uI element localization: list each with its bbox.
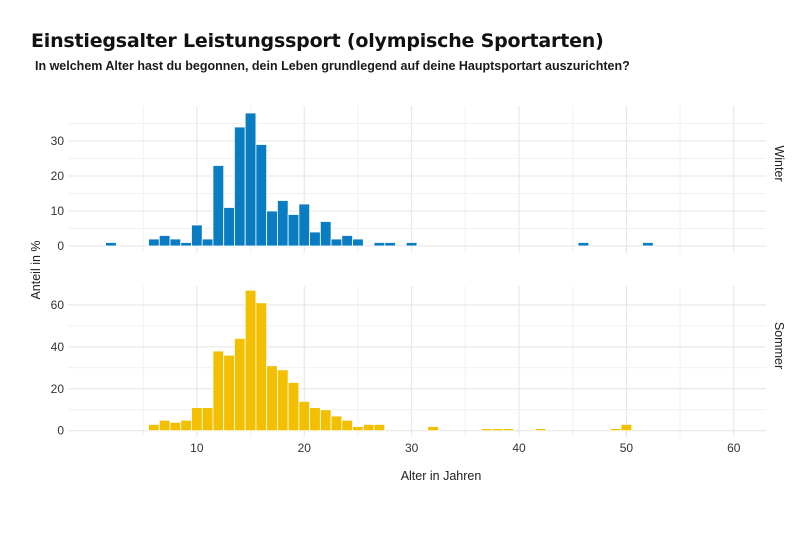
bar-sommer	[266, 365, 278, 432]
y-tick-label: 30	[51, 134, 65, 148]
bar-winter	[223, 207, 235, 247]
y-tick-label: 0	[57, 239, 64, 253]
y-tick-label: 60	[51, 298, 65, 312]
bar-winter	[642, 242, 654, 247]
bar-sommer	[319, 409, 332, 432]
bar-sommer	[481, 428, 493, 432]
bar-winter	[405, 242, 418, 247]
y-tick-label: 20	[51, 169, 65, 183]
y-tick-label: 0	[57, 424, 64, 438]
bar-winter	[148, 238, 160, 247]
x-axis-label: Alter in Jahren	[401, 469, 482, 483]
bar-winter	[287, 214, 300, 247]
bar-sommer	[373, 424, 386, 432]
chart-subtitle: In welchem Alter hast du begonnen, dein …	[35, 59, 630, 73]
bar-winter	[577, 242, 590, 247]
bar-sommer	[491, 428, 504, 432]
x-tick-label: 20	[298, 441, 312, 455]
bar-winter	[105, 242, 117, 247]
bar-sommer	[212, 350, 225, 432]
bar-winter	[266, 210, 278, 247]
bar-winter	[244, 112, 257, 247]
y-tick-label: 40	[51, 340, 65, 354]
y-tick-label: 10	[51, 204, 65, 218]
bar-layer	[105, 112, 654, 432]
bar-winter	[341, 235, 353, 247]
bar-winter	[158, 235, 171, 247]
bar-sommer	[330, 415, 343, 432]
bar-sommer	[244, 289, 257, 432]
bar-winter	[298, 203, 311, 247]
facet-label-sommer: Sommer	[772, 322, 786, 369]
facet-label-winter: Winter	[772, 145, 786, 181]
bar-sommer	[158, 419, 171, 432]
bar-sommer	[534, 428, 547, 432]
x-tick-label: 50	[620, 441, 634, 455]
bar-winter	[255, 144, 268, 247]
x-tick-label: 60	[727, 441, 741, 455]
x-tick-label: 40	[512, 441, 526, 455]
y-axis-label: Anteil in %	[29, 240, 43, 299]
bar-winter	[373, 242, 386, 247]
bar-winter	[330, 238, 343, 247]
bar-sommer	[223, 354, 235, 432]
y-tick-label: 20	[51, 382, 65, 396]
bar-sommer	[362, 424, 375, 432]
bar-sommer	[191, 407, 203, 432]
bar-sommer	[298, 400, 311, 432]
bar-winter	[234, 126, 246, 247]
bar-winter	[201, 238, 214, 247]
bar-sommer	[234, 338, 246, 432]
bar-winter	[309, 231, 321, 247]
bar-sommer	[287, 382, 300, 432]
bar-sommer	[352, 426, 364, 432]
bar-sommer	[255, 302, 268, 432]
bar-sommer	[169, 421, 182, 432]
bar-sommer	[620, 424, 633, 432]
bar-sommer	[201, 407, 214, 432]
bar-winter	[169, 238, 182, 247]
bar-sommer	[148, 424, 160, 432]
bar-winter	[180, 242, 192, 247]
bar-sommer	[180, 419, 192, 432]
bar-winter	[384, 242, 396, 247]
bar-sommer	[427, 426, 439, 432]
bar-sommer	[609, 428, 622, 432]
bar-winter	[276, 200, 289, 247]
bar-winter	[191, 224, 203, 247]
bar-winter	[352, 238, 364, 247]
grid-layer	[68, 106, 766, 437]
bar-winter	[319, 221, 332, 247]
x-tick-label: 30	[405, 441, 419, 455]
bar-sommer	[341, 419, 353, 432]
bar-sommer	[276, 369, 289, 432]
bar-sommer	[309, 407, 321, 432]
chart-title: Einstiegsalter Leistungssport (olympisch…	[31, 30, 604, 52]
bar-winter	[212, 165, 225, 247]
x-tick-label: 10	[190, 441, 204, 455]
bar-sommer	[502, 428, 515, 432]
label-layer: 0 10 20 30 Winter 0 20 40 60 Sommer 10 20 30 40 50 60	[51, 134, 786, 455]
